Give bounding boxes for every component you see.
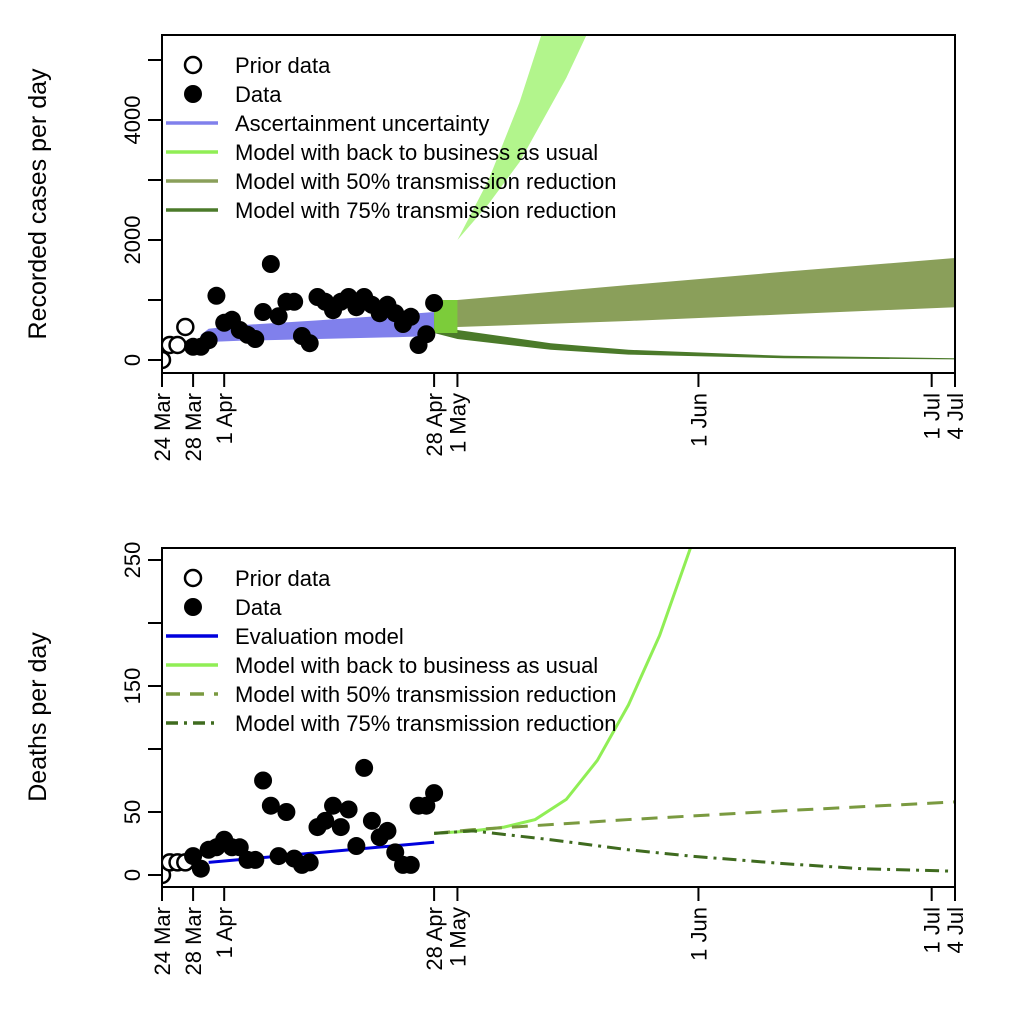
- legend-item: Model with 50% transmission reduction: [166, 682, 617, 707]
- data-point: [347, 837, 366, 856]
- data-point: [277, 803, 296, 821]
- r50-line: [433, 800, 955, 835]
- x-tick-label: 1 Jul: [920, 393, 945, 439]
- y-tick-label: 0: [120, 869, 145, 881]
- data-point: [401, 855, 420, 874]
- legend-data-symbol: [184, 598, 202, 616]
- legend-label: Ascertainment uncertainty: [235, 111, 489, 136]
- data-point: [261, 796, 280, 815]
- legend-item: Prior data: [183, 566, 331, 591]
- legend-item: Data: [184, 595, 282, 620]
- x-tick-label: 4 Jul: [943, 907, 968, 953]
- data-point: [269, 307, 288, 326]
- legend-label: Model with back to business as usual: [235, 140, 598, 165]
- data-point: [378, 821, 397, 840]
- x-tick-label: 4 Jul: [943, 393, 968, 439]
- data-point: [261, 255, 280, 273]
- y-tick-label: 50: [120, 800, 145, 824]
- legend-label: Model with back to business as usual: [235, 653, 598, 678]
- x-tick-label: 1 May: [445, 393, 470, 453]
- legend-label: Model with 50% transmission reduction: [235, 169, 617, 194]
- x-tick-label: 1 Jul: [920, 907, 945, 953]
- legend-label: Evaluation model: [235, 624, 404, 649]
- legend-item: Ascertainment uncertainty: [166, 111, 489, 136]
- legend-item: Model with back to business as usual: [166, 653, 598, 678]
- prior-data-point: [162, 350, 172, 370]
- x-tick-label: 28 Mar: [181, 393, 206, 461]
- legend-label: Data: [235, 82, 282, 107]
- cases-plot-area: [162, 35, 955, 370]
- x-tick-label: 28 Apr: [422, 393, 447, 457]
- cases-y-axis-label: Recorded cases per day: [24, 68, 52, 339]
- y-tick-label: 4000: [120, 96, 145, 145]
- data-point: [425, 784, 444, 803]
- y-tick-label: 0: [120, 354, 145, 366]
- bau-band: [441, 35, 587, 300]
- legend-item: Model with 75% transmission reduction: [166, 198, 617, 223]
- data-point: [269, 847, 288, 866]
- y-tick-label: 150: [120, 668, 145, 705]
- legend-item: Model with 75% transmission reduction: [166, 711, 617, 736]
- data-point: [339, 800, 358, 819]
- data-point: [425, 294, 444, 312]
- data-point: [300, 334, 319, 353]
- data-point: [355, 758, 374, 777]
- data-point: [417, 325, 436, 344]
- data-point: [207, 286, 226, 305]
- x-tick-label: 1 Apr: [212, 393, 237, 444]
- y-tick-label: 250: [120, 542, 145, 579]
- legend-label: Model with 75% transmission reduction: [235, 198, 617, 223]
- legend-label: Data: [235, 595, 282, 620]
- x-tick-label: 24 Mar: [150, 393, 175, 461]
- legend-prior-symbol: [183, 55, 203, 75]
- legend-item: Prior data: [183, 53, 331, 78]
- plot-frame: [161, 34, 956, 374]
- legend-label: Model with 75% transmission reduction: [235, 711, 617, 736]
- data-point: [246, 850, 265, 869]
- legend-label: Prior data: [235, 53, 331, 78]
- legend-label: Prior data: [235, 566, 331, 591]
- x-tick-label: 1 Apr: [212, 907, 237, 958]
- data-point: [362, 811, 381, 830]
- data-point: [401, 307, 420, 326]
- data-point: [199, 331, 218, 350]
- prior-data-point: [176, 317, 195, 337]
- legend-item: Model with back to business as usual: [166, 140, 598, 165]
- data-point: [285, 292, 304, 311]
- data-point: [316, 811, 335, 830]
- x-tick-label: 1 Jun: [686, 907, 711, 961]
- data-point: [331, 818, 350, 837]
- x-tick-label: 1 May: [445, 907, 470, 967]
- x-tick-label: 28 Mar: [181, 907, 206, 975]
- data-point: [300, 853, 319, 872]
- r50-band: [434, 258, 955, 330]
- x-tick-label: 24 Mar: [150, 907, 175, 975]
- legend-label: Model with 50% transmission reduction: [235, 682, 617, 707]
- r75-line: [434, 829, 955, 873]
- deaths-plot-area: [162, 548, 955, 885]
- legend-data-symbol: [184, 85, 202, 103]
- deaths-y-axis-label: Deaths per day: [24, 632, 52, 802]
- prior-data-point: [168, 335, 187, 355]
- r75-band: [434, 300, 955, 360]
- y-tick-label: 2000: [120, 216, 145, 265]
- x-tick-label: 28 Apr: [422, 907, 447, 971]
- legend-item: Data: [184, 82, 282, 107]
- data-point: [254, 771, 273, 790]
- legend-item: Model with 50% transmission reduction: [166, 169, 617, 194]
- plot-frame: [161, 547, 956, 888]
- legend-prior-symbol: [183, 568, 203, 588]
- data-point: [246, 330, 265, 348]
- legend-item: Evaluation model: [166, 624, 404, 649]
- data-point: [254, 303, 273, 321]
- data-point: [191, 859, 210, 878]
- x-tick-label: 1 Jun: [686, 393, 711, 447]
- data-point: [324, 796, 343, 815]
